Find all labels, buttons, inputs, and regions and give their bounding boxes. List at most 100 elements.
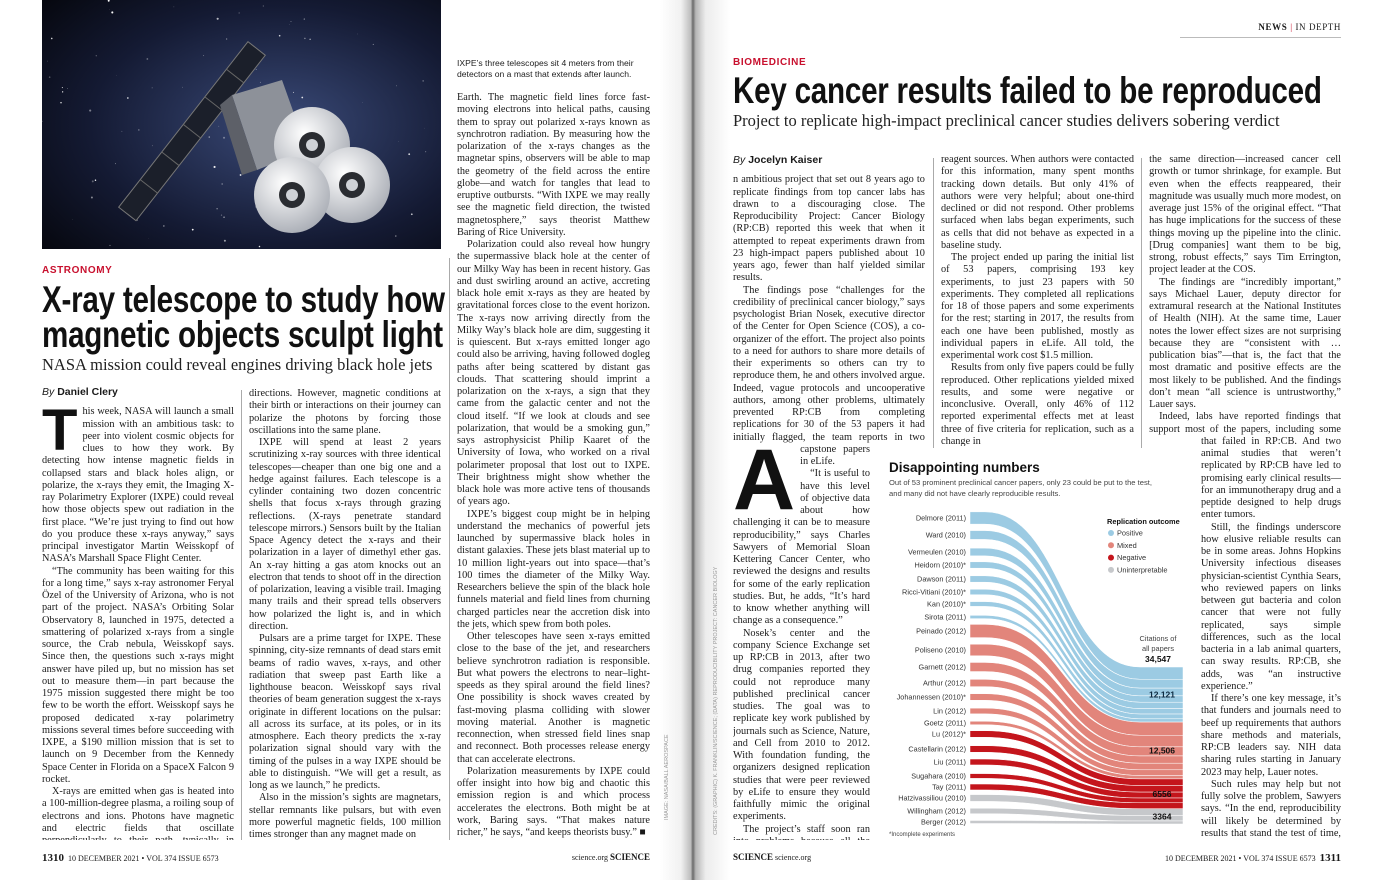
paragraph: reagent sources. When authors were conta… (941, 154, 1134, 251)
star (47, 60, 48, 62)
solar-panel (117, 40, 266, 222)
paper-label: Willingham (2012) (907, 807, 966, 816)
star (410, 213, 413, 216)
site-link[interactable]: science.org (775, 853, 812, 862)
star (95, 55, 97, 57)
star (173, 6, 175, 8)
chart-disappointing-numbers: Disappointing numbers Out of 53 prominen… (885, 455, 1197, 843)
legend-label: Negative (1117, 553, 1146, 562)
article-column-3: the same direction—increased cancer cell… (1149, 154, 1341, 840)
drop-cap: A (733, 432, 796, 528)
paper-label: Tay (2011) (932, 783, 966, 792)
star (89, 109, 92, 112)
outcome-total-label: 12,506 (1149, 746, 1175, 756)
star (182, 86, 183, 88)
outcome-total-label: 12,121 (1149, 690, 1175, 700)
section-header: NEWS | IN DEPTH (1180, 22, 1341, 38)
star (72, 219, 74, 220)
chart-title: Disappointing numbers (889, 460, 1040, 475)
star (220, 214, 223, 216)
image-caption: IXPE’s three telescopes sit 4 meters fro… (457, 58, 634, 79)
star (216, 208, 218, 210)
star (303, 18, 305, 20)
headline-line: magnetic objects sculpt light (42, 314, 443, 355)
paper-label: Vermeulen (2010) (908, 548, 966, 557)
page-number: 1310 (42, 852, 64, 864)
byline: By Jocelyn Kaiser (733, 154, 925, 166)
star (60, 101, 62, 104)
sankey-chart: Disappointing numbers Out of 53 prominen… (889, 460, 1184, 838)
star (62, 91, 64, 93)
byline: By Daniel Clery (42, 386, 234, 398)
paragraph: IXPE will spend at least 2 years scrutin… (249, 437, 441, 632)
paper-label: Dawson (2011) (917, 575, 966, 584)
column-rule (1141, 158, 1142, 448)
paper-label: Heidorn (2010)* (914, 561, 966, 570)
left-footer: 1310 10 DECEMBER 2021 • VOL 374 ISSUE 65… (42, 852, 219, 864)
paper-label: Johannessen (2010)* (897, 693, 967, 702)
article-column-3: Earth. The magnetic field lines force fa… (457, 92, 650, 840)
star (146, 58, 149, 60)
section-kicker: ASTRONOMY (42, 265, 113, 276)
star (288, 24, 290, 26)
article-column-1: By Jocelyn Kaiser A n ambitious project … (733, 154, 925, 840)
paragraph: The project ended up paring the initial … (941, 252, 1134, 361)
star (94, 179, 97, 181)
paragraph: The findings pose “challenges for the cr… (733, 284, 925, 468)
issue-info: 10 DECEMBER 2021 • VOL 374 ISSUE 6573 (68, 854, 219, 863)
paragraph: Other telescopes have seen x-rays emitte… (457, 631, 650, 765)
paragraph: “It is useful to have this level of obje… (733, 468, 870, 627)
star (203, 55, 205, 57)
star (259, 81, 261, 83)
star (48, 76, 51, 78)
star (90, 196, 93, 199)
hero-image (42, 0, 441, 249)
article-column-2: directions. However, magnetic conditions… (249, 388, 441, 840)
legend-label: Mixed (1117, 541, 1137, 550)
star (278, 34, 281, 37)
paper-label: Liu (2011) (934, 758, 966, 767)
graphic-credit: CREDITS: (GRAPHIC) K. FRANKLIN/SCIENCE; … (713, 566, 719, 835)
star (191, 228, 194, 231)
paper-label: Peinado (2012) (916, 627, 966, 636)
article-column-1: By Daniel Clery T his week, NASA will la… (42, 386, 234, 840)
site-link[interactable]: science.org (571, 853, 608, 862)
total-value: 34,547 (1145, 654, 1171, 664)
paragraph: Results from only five papers could be f… (941, 362, 1134, 446)
star (218, 125, 220, 127)
paragraph: Earth. The magnetic field lines force fa… (457, 92, 650, 238)
paper-label: Goetz (2011) (924, 719, 966, 728)
left-footer-brand: science.org SCIENCE (572, 852, 650, 862)
chart-footnote: *Incomplete experiments (889, 832, 955, 838)
brand: SCIENCE (733, 852, 774, 862)
star (262, 5, 264, 7)
paper-label: Sugahara (2010) (911, 772, 966, 781)
star (255, 68, 257, 70)
paragraph: the same direction—increased cancer cell… (1149, 154, 1341, 276)
headline: X-ray telescope to study how magnetic ob… (42, 281, 546, 355)
paragraph: Polarization could also reveal how hungr… (457, 239, 650, 508)
paragraph: X-rays are emitted when gas is heated in… (42, 786, 234, 840)
star (396, 85, 397, 87)
star (163, 225, 165, 227)
star (225, 38, 228, 40)
paragraph: n ambitious project that set out 8 years… (733, 174, 925, 284)
star (290, 20, 292, 23)
star (309, 38, 311, 41)
star (213, 165, 216, 169)
legend-swatch (1108, 542, 1114, 549)
star (151, 145, 153, 147)
paper-label: Lin (2012) (933, 707, 966, 716)
star (258, 245, 261, 248)
page-number: 1311 (1319, 852, 1341, 864)
star (208, 136, 211, 138)
right-footer: 10 DECEMBER 2021 • VOL 374 ISSUE 6573 13… (1165, 852, 1341, 864)
paper-label: Sirota (2011) (924, 613, 966, 622)
paragraph: Nosek’s center and the company Science E… (733, 627, 870, 823)
star (107, 0, 110, 2)
outcome-total-label: 6556 (1153, 789, 1172, 799)
total-label: all papers (1142, 644, 1174, 653)
total-label: Citations of (1140, 634, 1178, 643)
star (408, 153, 411, 156)
paragraph: The project’s staff soon ran into proble… (733, 823, 870, 841)
